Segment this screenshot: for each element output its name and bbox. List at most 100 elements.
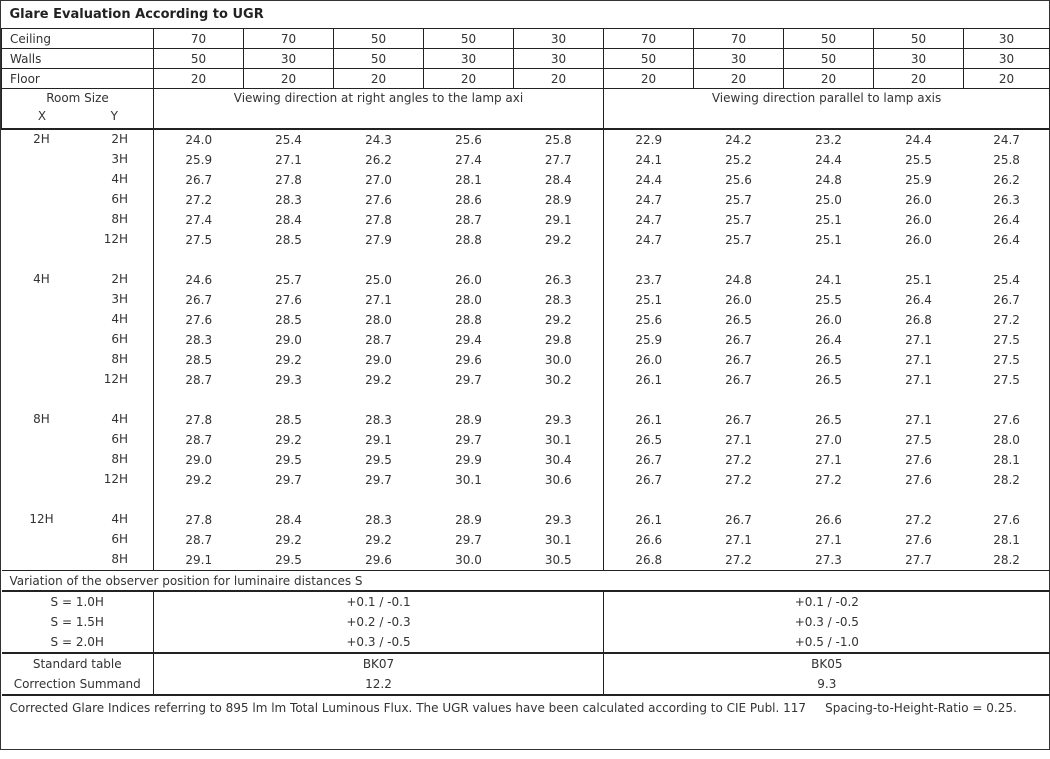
room-size-cell: 6H [2,530,154,550]
ugr-value: 24.0 [153,129,244,150]
reflectance-row-floor: Floor 20 20 20 20 20 20 20 20 20 20 [1,68,1050,89]
ugr-value: 29.9 [455,453,482,467]
ugr-value: 29.2 [275,353,302,367]
ugr-value: 29.5 [275,453,302,467]
ugr-value: 26.2 [993,173,1020,187]
ugr-value: 27.5 [905,433,932,447]
room-size: 4H 2H [2,270,154,290]
room-size-cell: 8H 4H [2,410,154,430]
ugr-value: 25.1 [815,233,842,247]
room-size-cell: 4H [2,170,154,190]
table-row: 6H 27.2 28.3 27.6 28.6 28.9 24.7 25.7 25.0 26.0 26… [2,190,1050,210]
ugr-value: 25.4 [275,133,302,147]
table-row: 8H 27.4 28.4 27.8 28.7 29.1 24.7 25.7 25.1 26.0 26… [2,210,1050,230]
ugr-value: 25.0 [365,273,392,287]
spacer-cell [244,250,334,270]
room-size: 3H [2,150,154,170]
spacer-cell [424,390,514,410]
ugr-value: 27.1 [275,153,302,167]
ugr-value: 22.9 [603,129,694,150]
ugr-value: 29.2 [153,470,244,490]
perpendicular-header: Viewing direction at right angles to the… [153,88,604,130]
room-x: 2H [33,132,50,146]
room-x: 12H [29,512,54,526]
spacer-cell [964,490,1050,510]
variation-title: Variation of the observer position for l… [1,570,1050,592]
ugr-value: 25.5 [905,153,932,167]
ugr-value: 26.0 [603,350,694,370]
spacer-cell [694,390,784,410]
ugr-value: 24.7 [603,210,694,230]
room-size-label: Room Size [46,91,109,105]
ugr-value: 28.7 [365,333,392,347]
ugr-value: 26.4 [993,233,1020,247]
reflectance-value: 50 [783,48,874,69]
ugr-value: 27.0 [365,173,392,187]
room-y: 3H [111,152,128,166]
ugr-value: 27.1 [725,533,752,547]
ugr-value: 27.2 [725,453,752,467]
ugr-value: 27.1 [905,333,932,347]
ugr-value: 27.2 [153,190,244,210]
table-row: 12H 27.5 28.5 27.9 28.8 29.2 24.7 25.7 25.1 26.0 2… [2,230,1050,250]
spacer-cell [514,490,604,510]
room-size: 6H [2,430,154,450]
ugr-value: 26.5 [815,373,842,387]
room-y: 8H [111,552,128,566]
spacer-cell [424,250,514,270]
ugr-value: 27.9 [365,233,392,247]
reflectance-value: 20 [333,68,424,89]
ugr-value: 26.7 [153,290,244,310]
reflectance-value: 70 [693,28,784,49]
reflectance-value: 20 [962,68,1050,89]
ugr-value: 27.2 [815,473,842,487]
reflectance-label: Floor [1,68,154,89]
ugr-value: 24.7 [603,190,694,210]
reflectance-value: 50 [333,48,424,69]
ugr-value: 29.0 [365,353,392,367]
variation-row: S = 2.0H +0.3 / -0.5 +0.5 / -1.0 [2,632,1050,653]
spacer-cell [2,390,154,410]
table-row: 8H 29.1 29.5 29.6 30.0 30.5 26.8 27.2 27.3 27.7 28… [2,550,1050,571]
spacer-cell [2,250,154,270]
ugr-value: 26.3 [544,273,572,287]
ugr-value: 27.6 [905,533,932,547]
ugr-value: 27.4 [455,153,482,167]
variation-row: S = 1.5H +0.2 / -0.3 +0.3 / -0.5 [2,612,1050,632]
ugr-value: 24.4 [603,170,694,190]
spacer-cell [514,250,604,270]
ugr-value: 26.1 [603,510,694,530]
spacer-cell [784,250,874,270]
ugr-value: 29.3 [275,373,302,387]
ugr-value: 25.4 [993,273,1020,287]
ugr-value: 26.5 [603,430,694,450]
ugr-value: 26.7 [725,513,752,527]
ugr-value: 24.8 [815,173,842,187]
spacer-cell [784,490,874,510]
ugr-value: 25.9 [905,173,932,187]
ugr-value: 27.2 [725,473,752,487]
room-size: 3H [2,290,154,310]
ugr-value: 25.1 [905,273,932,287]
ugr-value: 27.8 [365,213,392,227]
ugr-value: 27.6 [153,310,244,330]
spacer-cell [424,490,514,510]
ugr-value: 28.5 [275,233,302,247]
ugr-value: 26.7 [603,470,694,490]
table-row: 8H 28.5 29.2 29.0 29.6 30.0 26.0 26.7 26.5 27.1 27… [2,350,1050,370]
spacer-cell [334,490,424,510]
ugr-value: 28.9 [455,513,482,527]
room-y: 2H [111,132,128,146]
ugr-value: 26.0 [905,233,932,247]
ugr-value: 27.1 [725,433,752,447]
spacer-cell [603,490,694,510]
ugr-value: 27.5 [153,230,244,250]
room-y: 12H [103,372,128,386]
room-size: 2H 2H [2,130,154,150]
room-y: 2H [111,272,128,286]
reflectance-value: 50 [423,28,514,49]
room-size-cell: 12H [2,470,154,490]
variation-row: S = 1.0H +0.1 / -0.1 +0.1 / -0.2 [2,591,1050,612]
ugr-value: 27.2 [905,513,932,527]
ugr-value: 27.6 [365,193,392,207]
